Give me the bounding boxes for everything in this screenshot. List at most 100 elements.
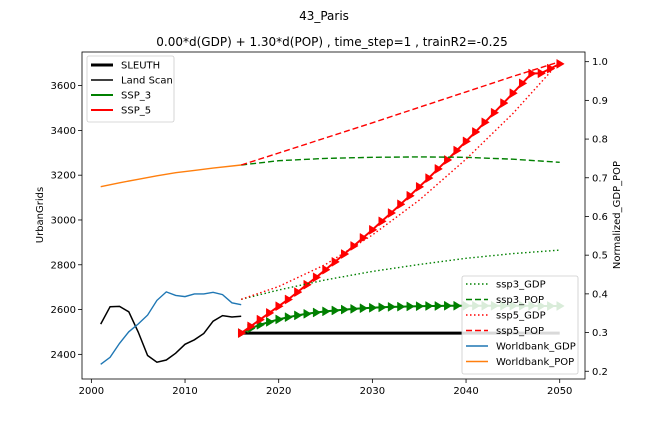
legend-label-worldbank-pop: Worldbank_POP: [496, 357, 574, 368]
data-point-ssp-5: [247, 321, 256, 332]
legend-label-ssp5-gdp: ssp5_GDP: [496, 311, 546, 322]
y-axis-left: 2400 2600 2800 3000 3200 3400 3600: [51, 81, 82, 361]
x-tick-label: 2020: [266, 386, 291, 397]
data-point-ssp-5: [472, 127, 481, 137]
x-axis: 2000 2010 2020 2030 2040 2050: [79, 379, 572, 397]
data-point-ssp-3: [444, 300, 453, 311]
data-point-ssp-5: [341, 249, 350, 259]
data-point-ssp-3: [359, 303, 368, 314]
data-point-ssp-5: [406, 190, 415, 201]
y-axis-right-label: Normalized_GDP_POP: [612, 161, 623, 269]
y-right-tick-label: 0.3: [592, 328, 608, 339]
data-point-ssp-5: [490, 107, 500, 118]
data-point-ssp-3: [294, 310, 303, 321]
data-point-ssp-3: [275, 314, 284, 325]
data-point-ssp-3: [425, 301, 434, 311]
x-tick-label: 2030: [360, 386, 385, 397]
legend-right-frame: [461, 275, 579, 375]
data-point-ssp-5: [266, 307, 275, 318]
legend-label-land-scan: Land Scan: [121, 76, 173, 87]
legend-label-sleuth: SLEUTH: [121, 61, 160, 72]
legend-label-ssp-3: SSP_3: [121, 91, 151, 102]
data-point-ssp-5: [294, 287, 303, 298]
chart-title: 43_Paris: [299, 9, 349, 23]
data-point-ssp-3: [453, 300, 462, 311]
y-right-tick-label: 1.0: [592, 57, 608, 68]
x-tick-label: 2050: [547, 386, 572, 397]
data-point-ssp-5: [425, 173, 434, 184]
data-point-ssp-3: [312, 307, 322, 318]
legend-label-ssp3-gdp: ssp3_GDP: [496, 280, 546, 291]
data-point-ssp-3: [350, 303, 359, 314]
series-line-ssp3-pop: [241, 156, 560, 166]
y-left-tick-label: 3200: [51, 171, 76, 182]
data-point-ssp-5: [284, 294, 294, 305]
data-point-ssp-5: [518, 78, 528, 89]
y-right-tick-label: 0.7: [592, 173, 608, 184]
data-point-ssp-3: [406, 301, 415, 312]
data-point-ssp-5: [500, 98, 509, 109]
chart-subtitle: 0.00*d(GDP) + 1.30*d(POP) , time_step=1 …: [156, 35, 507, 49]
data-point-ssp-5: [453, 145, 462, 156]
data-point-ssp-5: [434, 163, 443, 174]
data-point-ssp-3: [369, 302, 378, 313]
data-point-ssp-5: [415, 181, 425, 192]
data-point-ssp-5: [237, 328, 247, 339]
y-axis-left-label: UrbanGrids: [35, 187, 46, 243]
data-point-ssp-3: [434, 301, 443, 311]
y-left-tick-label: 2600: [51, 305, 76, 316]
y-right-tick-label: 0.8: [592, 135, 608, 146]
data-point-ssp-5: [481, 117, 490, 128]
legend-label-ssp3-pop: ssp3_POP: [496, 295, 544, 306]
data-point-ssp-3: [284, 312, 294, 323]
series-line-ssp5-gdp: [240, 61, 561, 300]
data-point-ssp-3: [387, 301, 397, 312]
data-point-ssp-3: [397, 301, 406, 312]
legend-right: ssp3_GDP ssp3_POP ssp5_GDP ssp5_POP Worldban…: [461, 275, 579, 375]
data-point-ssp-3: [266, 316, 275, 327]
y-left-tick-label: 2800: [51, 260, 76, 271]
x-tick-label: 2040: [453, 386, 478, 397]
data-point-ssp-5: [537, 68, 546, 79]
y-left-tick-label: 3400: [51, 126, 76, 137]
series-line-worldbank-gdp: [100, 291, 242, 365]
data-point-ssp-5: [528, 68, 537, 79]
y-axis-right: 0.2 0.3 0.4 0.5 0.6 0.7 0.8 0.9 1.0: [585, 57, 608, 378]
data-point-ssp-3: [341, 304, 350, 315]
x-tick-label: 2000: [79, 386, 104, 397]
series-line-ssp5-pop: [240, 61, 560, 166]
legend-left-frame: [86, 55, 175, 123]
data-point-ssp-5: [369, 224, 378, 235]
data-point-ssp-5: [509, 88, 518, 99]
data-point-ssp-5: [462, 136, 472, 147]
data-point-ssp-5: [350, 241, 359, 251]
series-line-worldbank-pop: [100, 164, 242, 188]
data-point-ssp-3: [331, 305, 340, 316]
data-point-ssp-5: [312, 272, 322, 283]
data-point-ssp-5: [397, 199, 406, 210]
legend-label-ssp5-pop: ssp5_POP: [496, 326, 544, 337]
legend-label-ssp-5: SSP_5: [121, 106, 151, 117]
right-series-layer: [100, 61, 561, 365]
data-point-ssp-5: [547, 63, 556, 74]
data-point-ssp-3: [322, 306, 331, 317]
legend-left: SLEUTH Land Scan SSP_3 SSP_5: [86, 55, 175, 123]
y-left-tick-label: 3600: [51, 81, 76, 92]
data-point-ssp-5: [322, 264, 331, 275]
y-right-tick-label: 0.9: [592, 96, 608, 107]
series-line-land-scan: [100, 305, 242, 364]
data-point-ssp-3: [415, 301, 425, 312]
y-right-tick-label: 0.2: [592, 367, 608, 378]
legend-label-worldbank-gdp: Worldbank_GDP: [496, 342, 576, 353]
data-point-ssp-5: [256, 314, 265, 325]
y-right-tick-label: 0.6: [592, 212, 608, 223]
x-tick-label: 2010: [172, 386, 197, 397]
data-point-ssp-3: [378, 302, 387, 313]
y-right-tick-label: 0.5: [592, 251, 608, 262]
data-point-ssp-5: [387, 208, 397, 218]
y-left-tick-label: 3000: [51, 215, 76, 226]
data-point-ssp-5: [275, 301, 284, 312]
y-left-tick-label: 2400: [51, 350, 76, 361]
